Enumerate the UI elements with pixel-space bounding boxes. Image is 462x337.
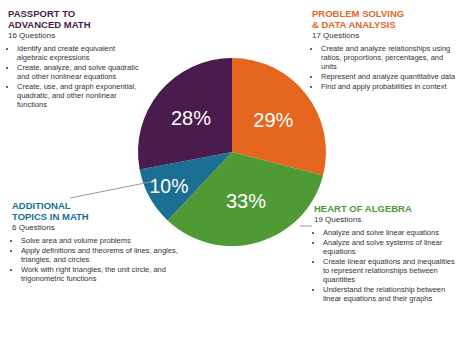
html-text:Analyze and solve linear equat: Analyze and solve linear equations <box>323 228 439 237</box>
html-text:Create and analyze relationshi: Create and analyze relationships using r… <box>321 44 451 71</box>
svg-text:10%: 10% <box>150 175 189 197</box>
html-text:Identify and create equivalent: Identify and create equivalent algebraic… <box>17 44 115 62</box>
html-text:19 Questions: 19 Questions <box>314 215 362 224</box>
html-text:Analyze and solve systems of l: Analyze and solve systems of linear equa… <box>323 238 443 256</box>
html-text:PASSPORT TO ADVANCED MATH: PASSPORT TO ADVANCED MATH <box>8 8 91 30</box>
html-text:Understand the relationship be: Understand the relationship between line… <box>323 285 446 303</box>
html-text:Solve area and volume problems: Solve area and volume problems <box>21 236 131 245</box>
html-text:HEART OF ALGEBRA: HEART OF ALGEBRA <box>314 203 412 214</box>
svg-text:33%: 33% <box>226 190 266 212</box>
html-text:6 Questions: 6 Questions <box>12 223 55 232</box>
html-text:ADDITIONAL TOPICS IN MATH: ADDITIONAL TOPICS IN MATH <box>12 200 89 222</box>
html-text:PROBLEM SOLVING & DATA ANALYSI: PROBLEM SOLVING & DATA ANALYSIS <box>312 8 405 30</box>
html-text:Create, analyze, and solve qua: Create, analyze, and solve quadratic and… <box>17 63 139 81</box>
html-text:17 Questions: 17 Questions <box>312 31 360 40</box>
html-text:Work with right triangles, the: Work with right triangles, the unit circ… <box>21 265 166 283</box>
html-text:Find and apply probabilities i: Find and apply probabilities in context <box>321 82 447 91</box>
svg-text:29%: 29% <box>253 109 293 131</box>
html-text:Create, use, and graph exponen: Create, use, and graph exponential, quad… <box>17 82 137 109</box>
html-text:16 Questions: 16 Questions <box>8 31 56 40</box>
html-text:Represent and analyze quantita: Represent and analyze quantitative data <box>321 72 456 81</box>
html-text:Create linear equations and in: Create linear equations and inequalities… <box>323 257 455 284</box>
html-text:Apply definitions and theorems: Apply definitions and theorems of lines,… <box>21 246 178 264</box>
svg-text:28%: 28% <box>171 107 211 129</box>
